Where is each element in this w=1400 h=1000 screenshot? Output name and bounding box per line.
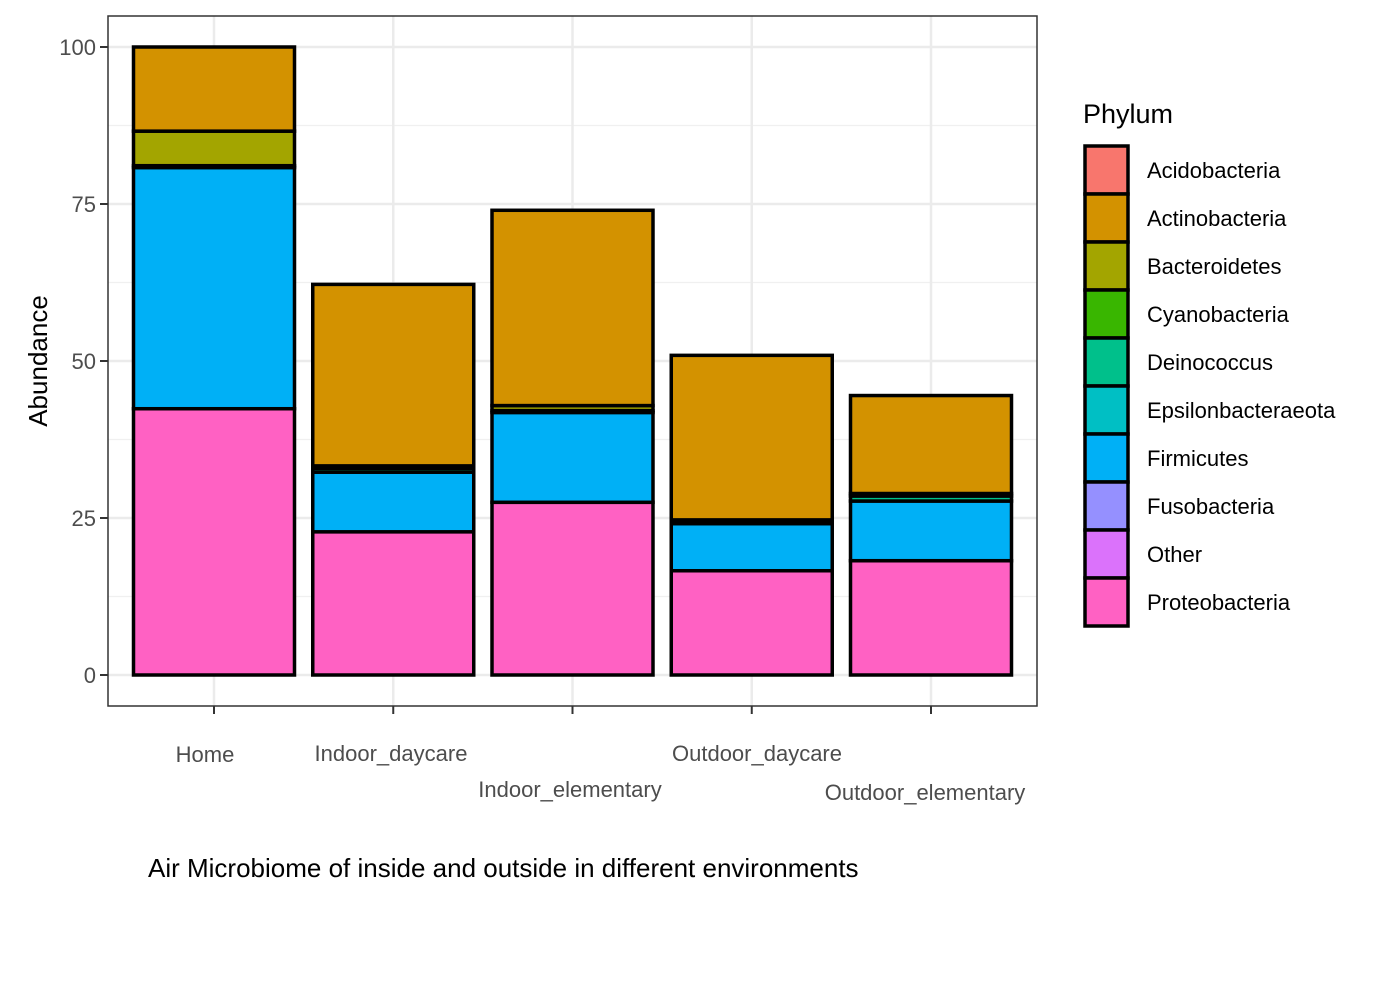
bar-segment bbox=[311, 530, 476, 677]
legend-label: Actinobacteria bbox=[1147, 206, 1287, 231]
y-tick-label: 50 bbox=[72, 349, 96, 374]
bar-segment bbox=[131, 129, 297, 168]
y-axis-title: Abundance bbox=[23, 295, 53, 427]
legend-label: Fusobacteria bbox=[1147, 494, 1275, 519]
bar-segment bbox=[311, 282, 476, 468]
bars bbox=[131, 45, 1014, 677]
legend-key bbox=[1083, 336, 1130, 388]
legend-key bbox=[1083, 144, 1130, 196]
legend-label: Deinococcus bbox=[1147, 350, 1273, 375]
x-axis-title: Air Microbiome of inside and outside in … bbox=[148, 853, 859, 883]
y-tick-label: 100 bbox=[59, 35, 96, 60]
y-tick-label: 0 bbox=[84, 663, 96, 688]
bar-segment bbox=[490, 500, 655, 677]
bar-segment bbox=[848, 393, 1014, 496]
legend-key bbox=[1083, 288, 1130, 340]
bar-segment bbox=[490, 410, 655, 505]
bar-segment bbox=[848, 558, 1014, 677]
y-axis: 0 25 50 75 100 bbox=[59, 35, 108, 688]
legend-label: Other bbox=[1147, 542, 1202, 567]
bar-segment bbox=[131, 165, 297, 411]
legend-key bbox=[1083, 240, 1130, 292]
x-tick-label: Outdoor_elementary bbox=[825, 780, 1026, 805]
legend-label: Firmicutes bbox=[1147, 446, 1248, 471]
legend-label: Epsilonbacteraeota bbox=[1147, 398, 1336, 423]
legend-key bbox=[1083, 528, 1130, 580]
legend-label: Bacteroidetes bbox=[1147, 254, 1282, 279]
x-axis: Home Indoor_daycare Indoor_elementary Outdo… bbox=[176, 706, 1026, 805]
y-tick-label: 25 bbox=[72, 506, 96, 531]
legend-key bbox=[1083, 432, 1130, 484]
bar-segment bbox=[311, 470, 476, 534]
legend-label: Proteobacteria bbox=[1147, 590, 1291, 615]
bar-segment bbox=[131, 406, 297, 677]
x-tick-label: Outdoor_daycare bbox=[672, 741, 842, 766]
legend-key bbox=[1083, 192, 1130, 244]
bar-segment bbox=[490, 208, 655, 408]
legend: Phylum Acidobacteria Actinobacteria Bacter… bbox=[1083, 99, 1336, 628]
x-tick-label: Indoor_elementary bbox=[478, 777, 661, 802]
legend-title: Phylum bbox=[1083, 99, 1173, 129]
legend-label: Acidobacteria bbox=[1147, 158, 1281, 183]
bar-segment bbox=[669, 353, 834, 522]
legend-key bbox=[1083, 480, 1130, 532]
legend-key bbox=[1083, 576, 1130, 628]
x-tick-label: Indoor_daycare bbox=[315, 741, 468, 766]
legend-key bbox=[1083, 384, 1130, 436]
bar-segment bbox=[669, 569, 834, 677]
bar-segment bbox=[131, 45, 297, 133]
bar-segment bbox=[669, 521, 834, 573]
x-tick-label: Home bbox=[176, 742, 235, 767]
bar-segment bbox=[848, 499, 1014, 563]
y-tick-label: 75 bbox=[72, 192, 96, 217]
legend-label: Cyanobacteria bbox=[1147, 302, 1290, 327]
